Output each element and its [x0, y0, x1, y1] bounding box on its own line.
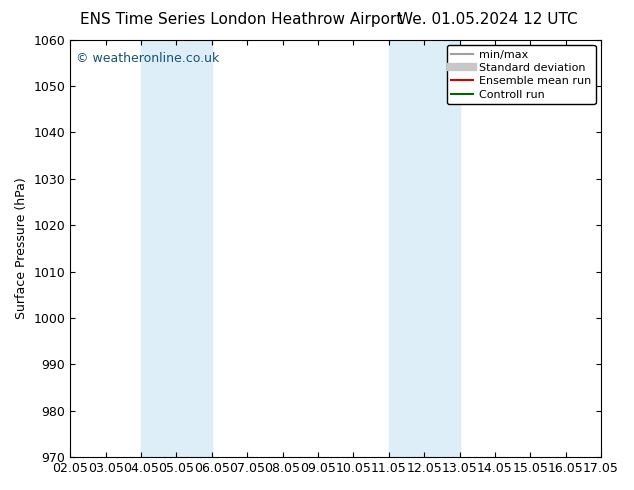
Legend: min/max, Standard deviation, Ensemble mean run, Controll run: min/max, Standard deviation, Ensemble me… [446, 45, 595, 104]
Bar [389, 40, 460, 457]
Text: We. 01.05.2024 12 UTC: We. 01.05.2024 12 UTC [398, 12, 578, 27]
Bar [141, 40, 212, 457]
Y-axis label: Surface Pressure (hPa): Surface Pressure (hPa) [15, 177, 28, 319]
Text: © weatheronline.co.uk: © weatheronline.co.uk [75, 52, 219, 65]
Text: ENS Time Series London Heathrow Airport: ENS Time Series London Heathrow Airport [80, 12, 402, 27]
